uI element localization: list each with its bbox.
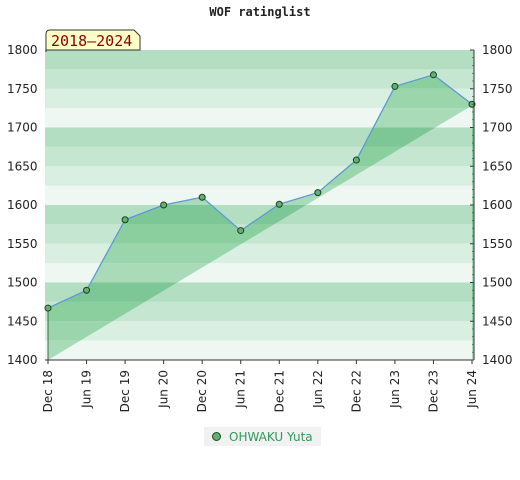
x-tick-label: Jun 22 <box>311 370 325 409</box>
y-tick-label-left: 1500 <box>7 276 38 290</box>
data-point <box>237 227 245 235</box>
y-tick-label-right: 1700 <box>482 121 513 135</box>
y-tick-label-right: 1400 <box>482 353 513 367</box>
grid-band <box>45 185 474 205</box>
x-tick-label: Jun 21 <box>234 370 248 409</box>
x-tick-label: Jun 24 <box>465 370 479 409</box>
data-point <box>429 71 437 79</box>
data-point <box>121 216 129 224</box>
period-badge-label: 2018–2024 <box>51 32 132 50</box>
grid-band <box>45 340 474 360</box>
x-tick-label: Dec 22 <box>349 370 363 412</box>
series-line <box>47 74 473 309</box>
legend-label: OHWAKU Yuta <box>229 429 313 444</box>
grid-band <box>45 321 474 341</box>
period-badge-box <box>45 29 141 52</box>
grid-band <box>45 301 474 322</box>
y-tick-label-right: 1450 <box>482 314 513 328</box>
y-tick-label-right: 1800 <box>482 43 513 57</box>
data-point <box>314 189 322 197</box>
legend[interactable]: OHWAKU Yuta <box>204 427 321 446</box>
y-tick-label-left: 1750 <box>7 82 38 96</box>
x-tick-label: Dec 21 <box>272 370 286 412</box>
x-tick-label: Jun 20 <box>157 370 171 409</box>
x-tick-label: Dec 18 <box>41 370 55 412</box>
data-point <box>83 286 91 294</box>
grid-band <box>45 108 474 128</box>
y-tick-label-left: 1800 <box>7 43 38 57</box>
y-tick-label-right: 1600 <box>482 198 513 212</box>
y-tick-label-left: 1550 <box>7 237 38 251</box>
x-tick-label: Dec 23 <box>426 370 440 412</box>
y-tick-label-left: 1600 <box>7 198 38 212</box>
x-tick-label: Jun 19 <box>80 370 94 409</box>
y-tick-label-left: 1700 <box>7 121 38 135</box>
legend-marker-icon <box>212 432 221 441</box>
y-tick-label-left: 1400 <box>7 353 38 367</box>
y-tick-label-right: 1500 <box>482 276 513 290</box>
x-tick-label: Dec 20 <box>195 370 209 412</box>
y-tick-label-left: 1450 <box>7 314 38 328</box>
grid-band <box>45 166 474 186</box>
data-point <box>198 193 206 201</box>
data-point <box>44 304 52 312</box>
y-tick-label-right: 1750 <box>482 82 513 96</box>
data-point <box>391 82 399 90</box>
y-tick-label-right: 1650 <box>482 159 513 173</box>
grid-band <box>45 146 474 167</box>
grid-band <box>45 50 474 70</box>
grid-band <box>45 69 474 89</box>
data-point <box>275 200 283 208</box>
grid-band <box>45 88 474 109</box>
chart-title: WOF ratinglist <box>209 5 311 19</box>
y-tick-label-right: 1550 <box>482 237 513 251</box>
data-point <box>160 201 168 209</box>
x-tick-label: Dec 19 <box>118 370 132 412</box>
data-point <box>352 156 360 164</box>
x-tick-label: Jun 23 <box>388 370 402 409</box>
period-badge: 2018–2024 <box>45 29 141 52</box>
y-tick-label-left: 1650 <box>7 159 38 173</box>
